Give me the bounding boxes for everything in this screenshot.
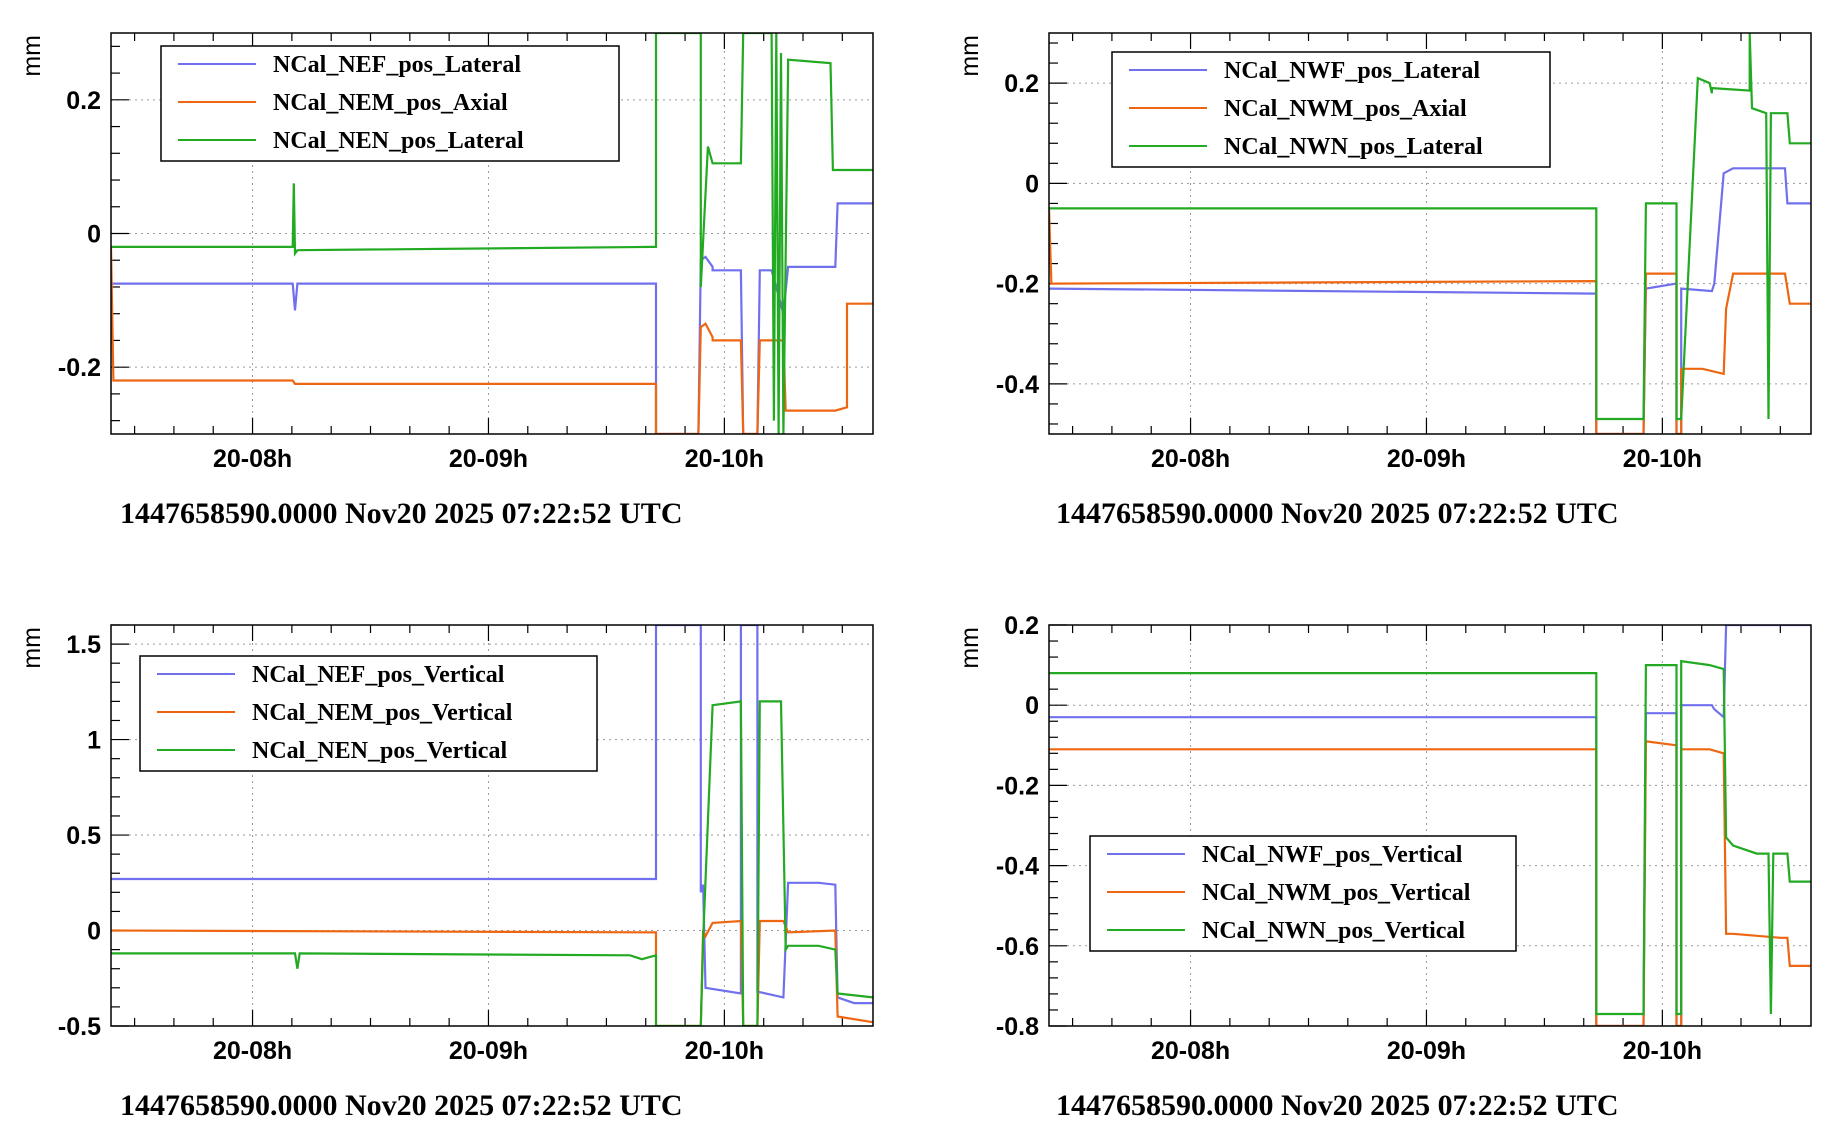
y-tick-label: -0.8 <box>996 1013 1039 1041</box>
plot-frame <box>1048 624 1812 1027</box>
legend: NCal_NEF_pos_Vertical NCal_NEM_pos_Vertic… <box>139 655 598 772</box>
legend-label: NCal_NWF_pos_Lateral <box>1224 58 1480 84</box>
x-axis-caption: 1447658590.0000 Nov20 2025 07:22:52 UTC <box>120 497 683 530</box>
x-tick-label: 20-08h <box>213 445 292 473</box>
chart-panel-1: -0.2 0 0.2 20-08h 20-09h 20-10h mm 1447658590.0… <box>18 32 874 530</box>
series-line-NCal_NEF_pos_Vertical <box>111 625 873 1005</box>
legend-label: NCal_NEN_pos_Vertical <box>252 738 507 764</box>
y-tick-label: 0.2 <box>66 87 101 115</box>
legend-box <box>1111 51 1551 168</box>
legend-label: NCal_NEF_pos_Lateral <box>273 52 521 78</box>
x-tick-label: 20-10h <box>685 445 764 473</box>
y-tick-label: 0.2 <box>1004 612 1039 640</box>
y-tick-label: 0 <box>1025 170 1039 198</box>
x-tick-label: 20-08h <box>1151 445 1230 473</box>
y-tick-label: -0.4 <box>996 853 1039 881</box>
legend: NCal_NWF_pos_Vertical NCal_NWM_pos_Vertic… <box>1089 835 1517 952</box>
series-line-NCal_NWF_pos_Vertical <box>1049 625 1811 1026</box>
series-line-NCal_NWN_pos_Lateral <box>1049 33 1811 421</box>
series-line-NCal_NEM_pos_Axial <box>111 246 873 434</box>
y-tick-label: 0 <box>87 918 101 946</box>
y-tick-label: 0 <box>87 221 101 249</box>
series-line-NCal_NWN_pos_Vertical <box>1049 659 1811 1016</box>
x-tick-label: 20-08h <box>213 1037 292 1065</box>
series-line-NCal_NEN_pos_Lateral <box>111 33 873 434</box>
chart-panel-2: -0.4 -0.2 0 0.2 20-08h 20-09h 20-10h mm 14476585… <box>956 32 1812 530</box>
x-tick-label: 20-10h <box>1623 445 1702 473</box>
legend-label: NCal_NWF_pos_Vertical <box>1202 842 1463 868</box>
x-axis-caption: 1447658590.0000 Nov20 2025 07:22:52 UTC <box>1056 1089 1619 1122</box>
x-tick-label: 20-09h <box>1387 445 1466 473</box>
legend: NCal_NWF_pos_Lateral NCal_NWM_pos_Axial NC… <box>1111 51 1551 168</box>
x-tick-label: 20-09h <box>449 1037 528 1065</box>
y-tick-label: -0.2 <box>996 271 1039 299</box>
chart-panel-3: -0.5 0 0.5 1 1.5 20-08h 20-09h 20-10h mm 14476585… <box>18 624 874 1122</box>
y-tick-label: -0.2 <box>58 354 101 382</box>
y-tick-label: -0.2 <box>996 772 1039 800</box>
legend-label: NCal_NWM_pos_Axial <box>1224 96 1467 122</box>
x-tick-label: 20-10h <box>1623 1037 1702 1065</box>
x-tick-label: 20-09h <box>1387 1037 1466 1065</box>
y-axis-label: mm <box>18 627 46 669</box>
plot-frame <box>1048 32 1812 435</box>
y-axis-label: mm <box>18 35 46 77</box>
legend-label: NCal_NEF_pos_Vertical <box>252 662 505 688</box>
legend-label: NCal_NWM_pos_Vertical <box>1202 880 1471 906</box>
legend-label: NCal_NEM_pos_Axial <box>273 90 508 116</box>
legend-box <box>160 45 620 162</box>
y-tick-label: 0.5 <box>66 822 101 850</box>
plot-frame <box>110 624 874 1027</box>
series-line-NCal_NEN_pos_Vertical <box>111 700 873 1026</box>
y-tick-label: -0.5 <box>58 1013 101 1041</box>
x-tick-label: 20-10h <box>685 1037 764 1065</box>
y-tick-label: 0.2 <box>1004 70 1039 98</box>
y-tick-label: 1.5 <box>66 631 101 659</box>
y-axis-label: mm <box>956 35 984 77</box>
series-line-NCal_NWM_pos_Axial <box>1049 208 1811 434</box>
legend-box <box>1089 835 1517 952</box>
plot-frame <box>110 32 874 435</box>
chart-panel-4: -0.8 -0.6 -0.4 -0.2 0 0.2 20-08h 20-09h 20-10h mm… <box>956 612 1812 1122</box>
legend-label: NCal_NEM_pos_Vertical <box>252 700 513 726</box>
legend-label: NCal_NEN_pos_Lateral <box>273 128 524 154</box>
y-tick-label: -0.6 <box>996 933 1039 961</box>
legend-label: NCal_NWN_pos_Lateral <box>1224 134 1483 160</box>
series-line-NCal_NEF_pos_Lateral <box>111 202 873 434</box>
x-axis-caption: 1447658590.0000 Nov20 2025 07:22:52 UTC <box>1056 497 1619 530</box>
legend-label: NCal_NWN_pos_Vertical <box>1202 918 1465 944</box>
x-tick-label: 20-09h <box>449 445 528 473</box>
y-tick-label: 1 <box>87 727 101 755</box>
y-tick-label: 0 <box>1025 692 1039 720</box>
legend-box <box>139 655 598 772</box>
y-axis-label: mm <box>956 627 984 669</box>
x-tick-label: 20-08h <box>1151 1037 1230 1065</box>
y-tick-label: -0.4 <box>996 371 1039 399</box>
series-line-NCal_NWF_pos_Lateral <box>1049 167 1811 434</box>
legend: NCal_NEF_pos_Lateral NCal_NEM_pos_Axial NC… <box>160 45 620 162</box>
x-axis-caption: 1447658590.0000 Nov20 2025 07:22:52 UTC <box>120 1089 683 1122</box>
